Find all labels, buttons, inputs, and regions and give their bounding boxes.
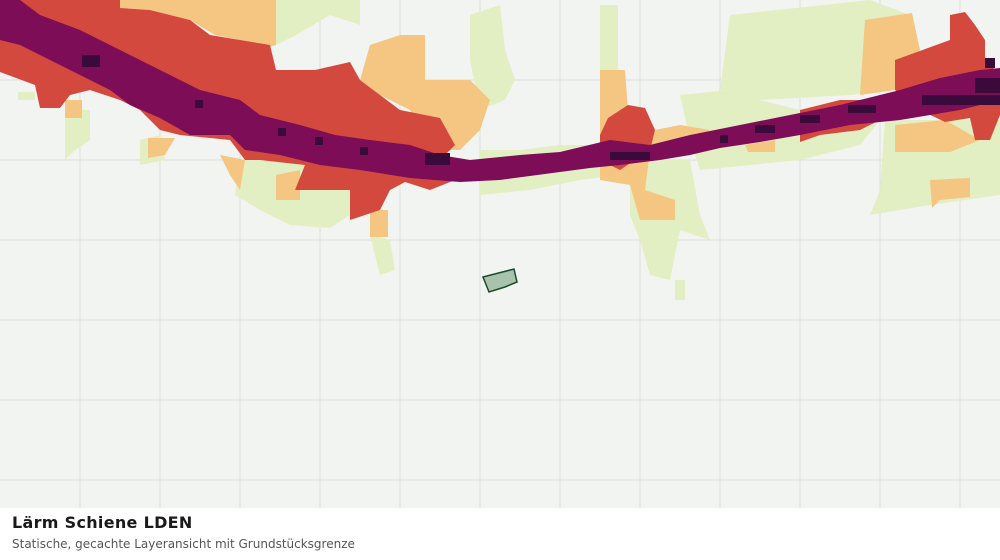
noise-zone-very-high xyxy=(0,0,1000,182)
map-title: Lärm Schiene LDEN xyxy=(12,513,193,532)
parcel-boundary xyxy=(481,268,518,293)
map xyxy=(0,0,1000,508)
noise-zone-extreme xyxy=(82,55,1000,165)
map-subtitle: Statische, gecachte Layeransicht mit Gru… xyxy=(12,537,355,551)
